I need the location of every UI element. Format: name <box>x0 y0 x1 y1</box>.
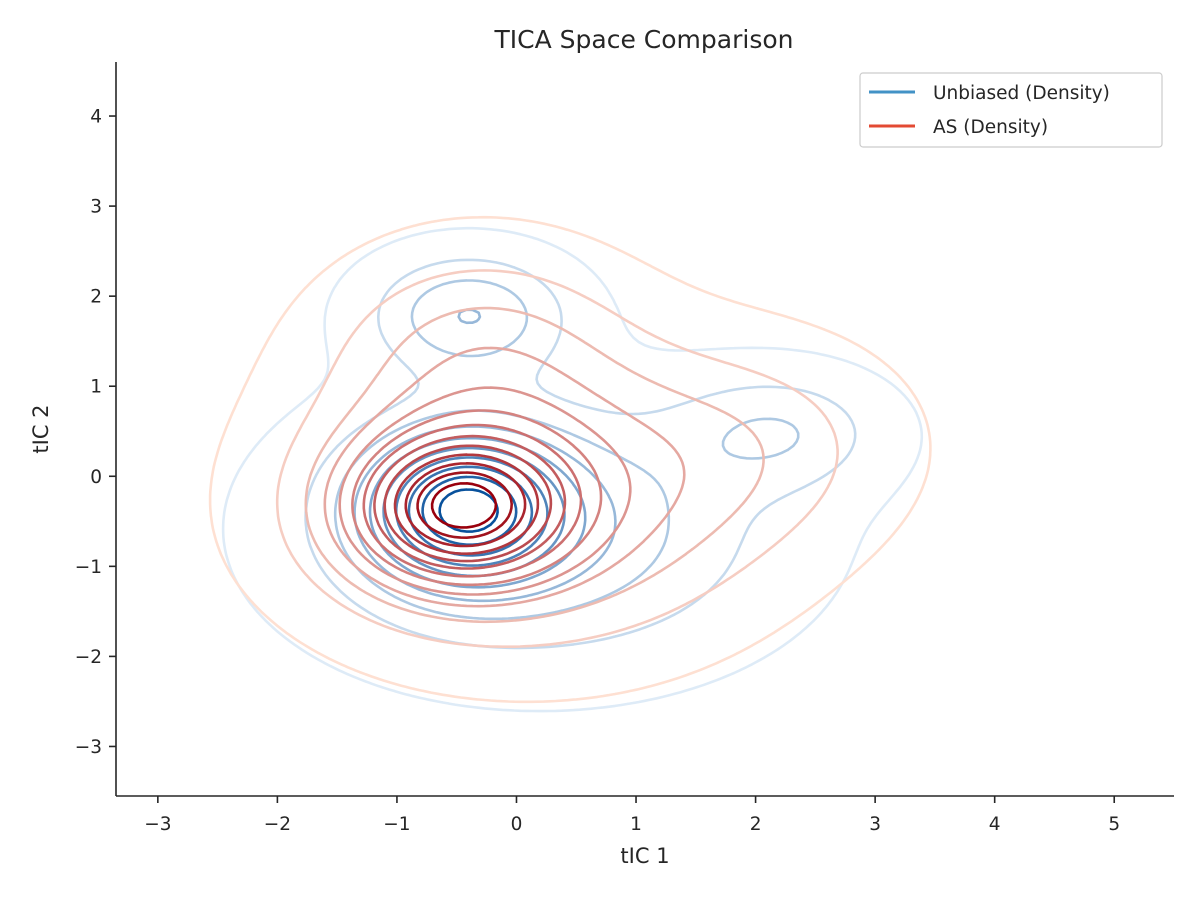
contour-line <box>304 306 765 624</box>
y-tick-label: −2 <box>75 647 102 668</box>
x-tick-label: 0 <box>511 814 523 835</box>
y-tick-label: 1 <box>90 377 102 398</box>
contour-line <box>275 269 839 648</box>
contour-layer <box>208 215 932 713</box>
contour-line <box>338 386 632 596</box>
legend: Unbiased (Density) AS (Density) <box>859 72 1163 148</box>
x-tick-label: 2 <box>750 814 762 835</box>
contour-line <box>383 444 553 563</box>
legend-label-as: AS (Density) <box>933 117 1048 138</box>
contour-line <box>221 226 924 713</box>
y-tick-label: 0 <box>90 467 102 488</box>
y-tick-label: 4 <box>90 107 102 128</box>
y-tick-label: −3 <box>75 737 102 758</box>
x-tick-label: −1 <box>383 814 410 835</box>
x-tick-label: −2 <box>264 814 291 835</box>
y-tick-label: 2 <box>90 287 102 308</box>
x-tick-label: 3 <box>869 814 881 835</box>
x-axis-label: tIC 1 <box>620 844 669 868</box>
y-axis-label: tIC 2 <box>29 404 53 453</box>
legend-box <box>859 72 1163 148</box>
contour-line <box>404 462 527 548</box>
contour-line <box>208 215 932 704</box>
x-tick-label: 1 <box>630 814 642 835</box>
y-tick-label: −1 <box>75 557 102 578</box>
y-axis-ticks: −3 −2 −1 0 1 2 3 4 <box>75 107 116 758</box>
contour-line <box>430 482 498 529</box>
x-tick-label: 5 <box>1108 814 1120 835</box>
contour-line <box>323 346 686 608</box>
contour-line <box>416 471 513 539</box>
x-axis-ticks: −3 −2 −1 0 1 2 3 4 5 <box>144 796 1120 835</box>
contour-line <box>393 453 540 555</box>
legend-label-unbiased: Unbiased (Density) <box>933 83 1110 104</box>
x-tick-label: −3 <box>144 814 171 835</box>
y-tick-label: 3 <box>90 197 102 218</box>
chart-title: TICA Space Comparison <box>494 25 794 54</box>
x-tick-label: 4 <box>989 814 1001 835</box>
contour-line <box>362 423 583 578</box>
contour-line <box>351 409 603 587</box>
contour-line <box>373 434 567 570</box>
